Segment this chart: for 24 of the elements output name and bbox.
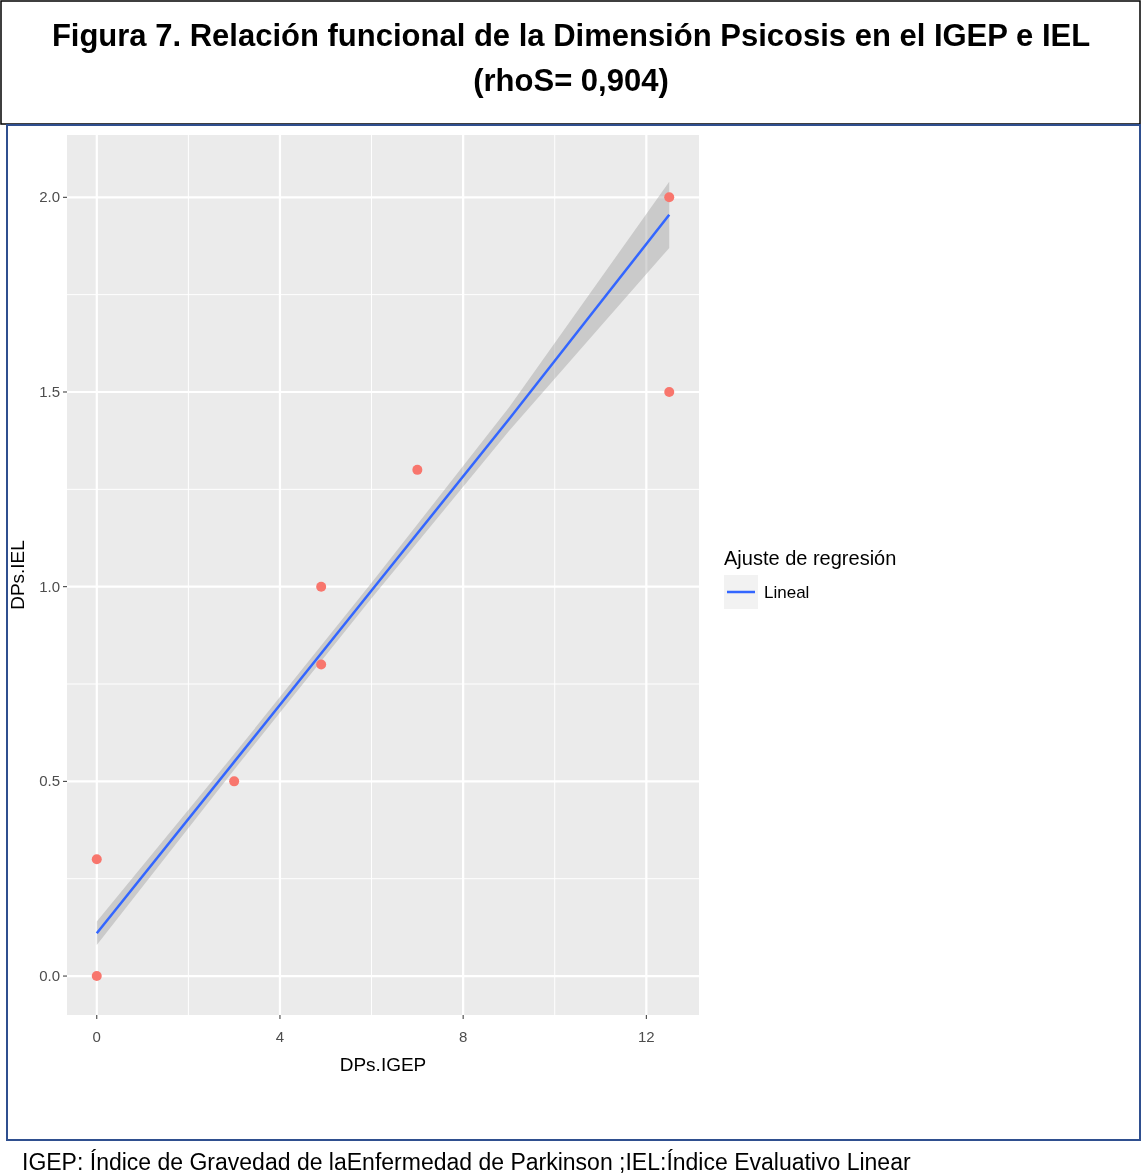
- y-tick-label: 2.0: [39, 188, 60, 206]
- point: [664, 386, 675, 397]
- point: [412, 464, 423, 475]
- point: [316, 581, 327, 592]
- point: [91, 854, 102, 865]
- chart-subtitle: (rhoS= 0,904): [473, 63, 669, 98]
- point: [664, 192, 675, 203]
- y-tick-label: 0.0: [39, 967, 60, 985]
- chart-title: Figura 7. Relación funcional de la Dimensión Psicosis en el IGEP e IEL: [51, 18, 1091, 53]
- x-tick-label: 4: [275, 1028, 285, 1045]
- legend-label: Lineal: [764, 583, 810, 602]
- x-axis-title: DPs.IGEP: [339, 1054, 427, 1075]
- point: [91, 971, 102, 982]
- y-tick-label: 0.5: [39, 772, 60, 790]
- legend-title: Ajuste de regresión: [724, 547, 897, 569]
- x-tick-label: 12: [637, 1028, 655, 1045]
- text: IGEP: Índice de Gravedad de laEnfermedad de Parkinson ;IEL:Índice Evaluativo Linear: [22, 1149, 911, 1175]
- x-tick-label: 0: [92, 1028, 101, 1045]
- point: [229, 776, 240, 787]
- y-tick-label: 1.0: [39, 577, 60, 595]
- point: [316, 659, 327, 670]
- y-axis-title: DPs.IEL: [7, 540, 28, 610]
- x-tick-label: 8: [458, 1028, 468, 1045]
- y-tick-label: 1.5: [39, 382, 60, 400]
